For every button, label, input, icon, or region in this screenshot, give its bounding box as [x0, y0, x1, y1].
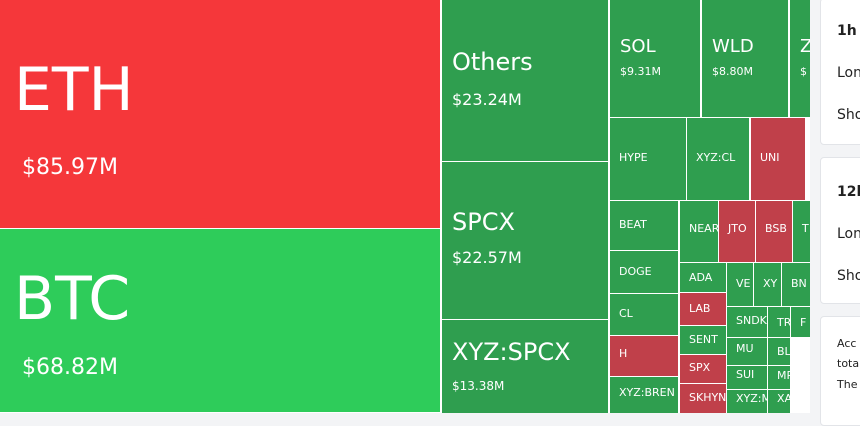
tile-label: H [619, 347, 628, 360]
tile-label: XY [763, 277, 778, 290]
treemap-tile[interactable]: LAB [680, 293, 726, 325]
treemap-tile[interactable]: SOL $9.31M [610, 0, 700, 117]
treemap-tile[interactable]: XYZ:M [727, 390, 767, 413]
tile-value: $9.31M [620, 65, 661, 78]
treemap-tile[interactable]: H [610, 336, 678, 376]
treemap-tile[interactable]: BSB [756, 201, 792, 262]
tile-label: NEAR [689, 222, 718, 235]
tile-label: HYPE [619, 151, 648, 164]
card-row: Sho [837, 107, 860, 123]
tile-label: MU [736, 342, 754, 355]
tile-label: T [802, 222, 809, 235]
tile-label: VE [736, 277, 751, 290]
tile-label: BEAT [619, 218, 647, 231]
treemap: ETH $85.97M BTC $68.82M Others $23.24M SPCX $22… [0, 0, 810, 413]
treemap-tile[interactable]: F [791, 307, 810, 337]
tile-label: WLD [712, 36, 754, 57]
treemap-tile[interactable]: BLE [768, 338, 790, 365]
treemap-tile[interactable]: BN [782, 263, 810, 306]
treemap-tile[interactable]: XYZ:BREN [610, 377, 678, 413]
treemap-tile[interactable]: XYZ:SPCX $13.38M [442, 320, 608, 413]
card: 1h Lon Sho [820, 0, 860, 145]
tile-label: XYZ:BREN [619, 386, 675, 399]
tile-label: SUI [736, 368, 755, 381]
card-title: 12h [837, 184, 860, 200]
treemap-tile[interactable]: BTC $68.82M [0, 229, 440, 412]
tile-label: BSB [765, 222, 787, 235]
tile-label: SENT [689, 333, 718, 346]
tile-value: $8.80M [712, 65, 753, 78]
tile-label: SOL [620, 36, 656, 57]
card-title: 1h [837, 23, 857, 39]
tile-value: $22.57M [452, 248, 522, 267]
card-row: Sho [837, 268, 860, 284]
treemap-tile[interactable]: XY [754, 263, 781, 306]
treemap-tile[interactable]: TR [768, 307, 790, 337]
treemap-tile[interactable]: NEAR [680, 201, 718, 262]
treemap-tile[interactable]: ADA [680, 263, 726, 292]
card-text: The [837, 378, 858, 391]
treemap-tile[interactable]: Z $ [790, 0, 810, 117]
treemap-tile[interactable]: HYPE [610, 118, 686, 200]
treemap-tile[interactable]: DOGE [610, 251, 678, 293]
card: Acc tota The [820, 316, 860, 426]
treemap-tile[interactable]: MU [727, 338, 767, 365]
treemap-tile[interactable]: JTO [719, 201, 755, 262]
treemap-tile[interactable]: SUI [727, 366, 767, 389]
treemap-tile[interactable]: XA [768, 390, 790, 413]
tile-label: F [800, 316, 807, 329]
tile-label: SNDK [736, 314, 767, 327]
tile-value: $68.82M [22, 355, 118, 380]
tile-label: ETH [14, 55, 134, 125]
treemap-tile[interactable]: T [793, 201, 810, 262]
tile-value: $23.24M [452, 90, 522, 109]
treemap-tile[interactable]: WLD $8.80M [702, 0, 788, 117]
tile-label: XYZ:CL [696, 151, 736, 164]
treemap-tile[interactable]: XYZ:CL [687, 118, 749, 200]
tile-label: LAB [689, 302, 711, 315]
tile-label: UNI [760, 151, 780, 164]
tile-label: BTC [14, 264, 131, 334]
tile-label: SKHYN [689, 391, 726, 404]
treemap-tile[interactable]: SKHYN [680, 384, 726, 413]
tile-label: XA [777, 392, 790, 405]
tile-label: MR [777, 369, 790, 382]
treemap-tile[interactable]: MR [768, 366, 790, 389]
tile-label: TR [777, 316, 790, 329]
tile-value: $85.97M [22, 155, 118, 180]
tile-label: JTO [728, 222, 747, 235]
treemap-tile[interactable]: UNI [751, 118, 805, 200]
tile-label: XYZ:SPCX [452, 338, 571, 366]
tile-label: BLE [777, 345, 790, 358]
tile-label: SPCX [452, 208, 515, 236]
tile-value: $13.38M [452, 379, 505, 393]
treemap-tile[interactable]: ETH $85.97M [0, 0, 440, 228]
tile-label: Others [452, 48, 533, 76]
treemap-tile[interactable]: SENT [680, 326, 726, 354]
tile-label: XYZ:M [736, 392, 767, 405]
treemap-tile[interactable]: SPCX $22.57M [442, 162, 608, 319]
treemap-tile[interactable]: Others $23.24M [442, 0, 608, 161]
card-text: Acc [837, 337, 857, 350]
card: 12h Lon Sho [820, 157, 860, 304]
treemap-tile[interactable]: SNDK [727, 307, 767, 337]
tile-label: SPX [689, 361, 711, 374]
tile-label: Z [800, 36, 810, 57]
card-row: Lon [837, 65, 860, 81]
tile-label: CL [619, 307, 633, 320]
treemap-tile[interactable]: VE [727, 263, 753, 306]
card-row: Lon [837, 226, 860, 242]
treemap-tile[interactable]: BEAT [610, 201, 678, 250]
treemap-tile[interactable]: CL [610, 294, 678, 335]
card-text: tota [837, 357, 860, 370]
tile-value: $ [800, 65, 807, 78]
tile-label: DOGE [619, 265, 652, 278]
treemap-tile[interactable]: SPX [680, 355, 726, 383]
tile-label: BN [791, 277, 807, 290]
tile-label: ADA [689, 271, 713, 284]
